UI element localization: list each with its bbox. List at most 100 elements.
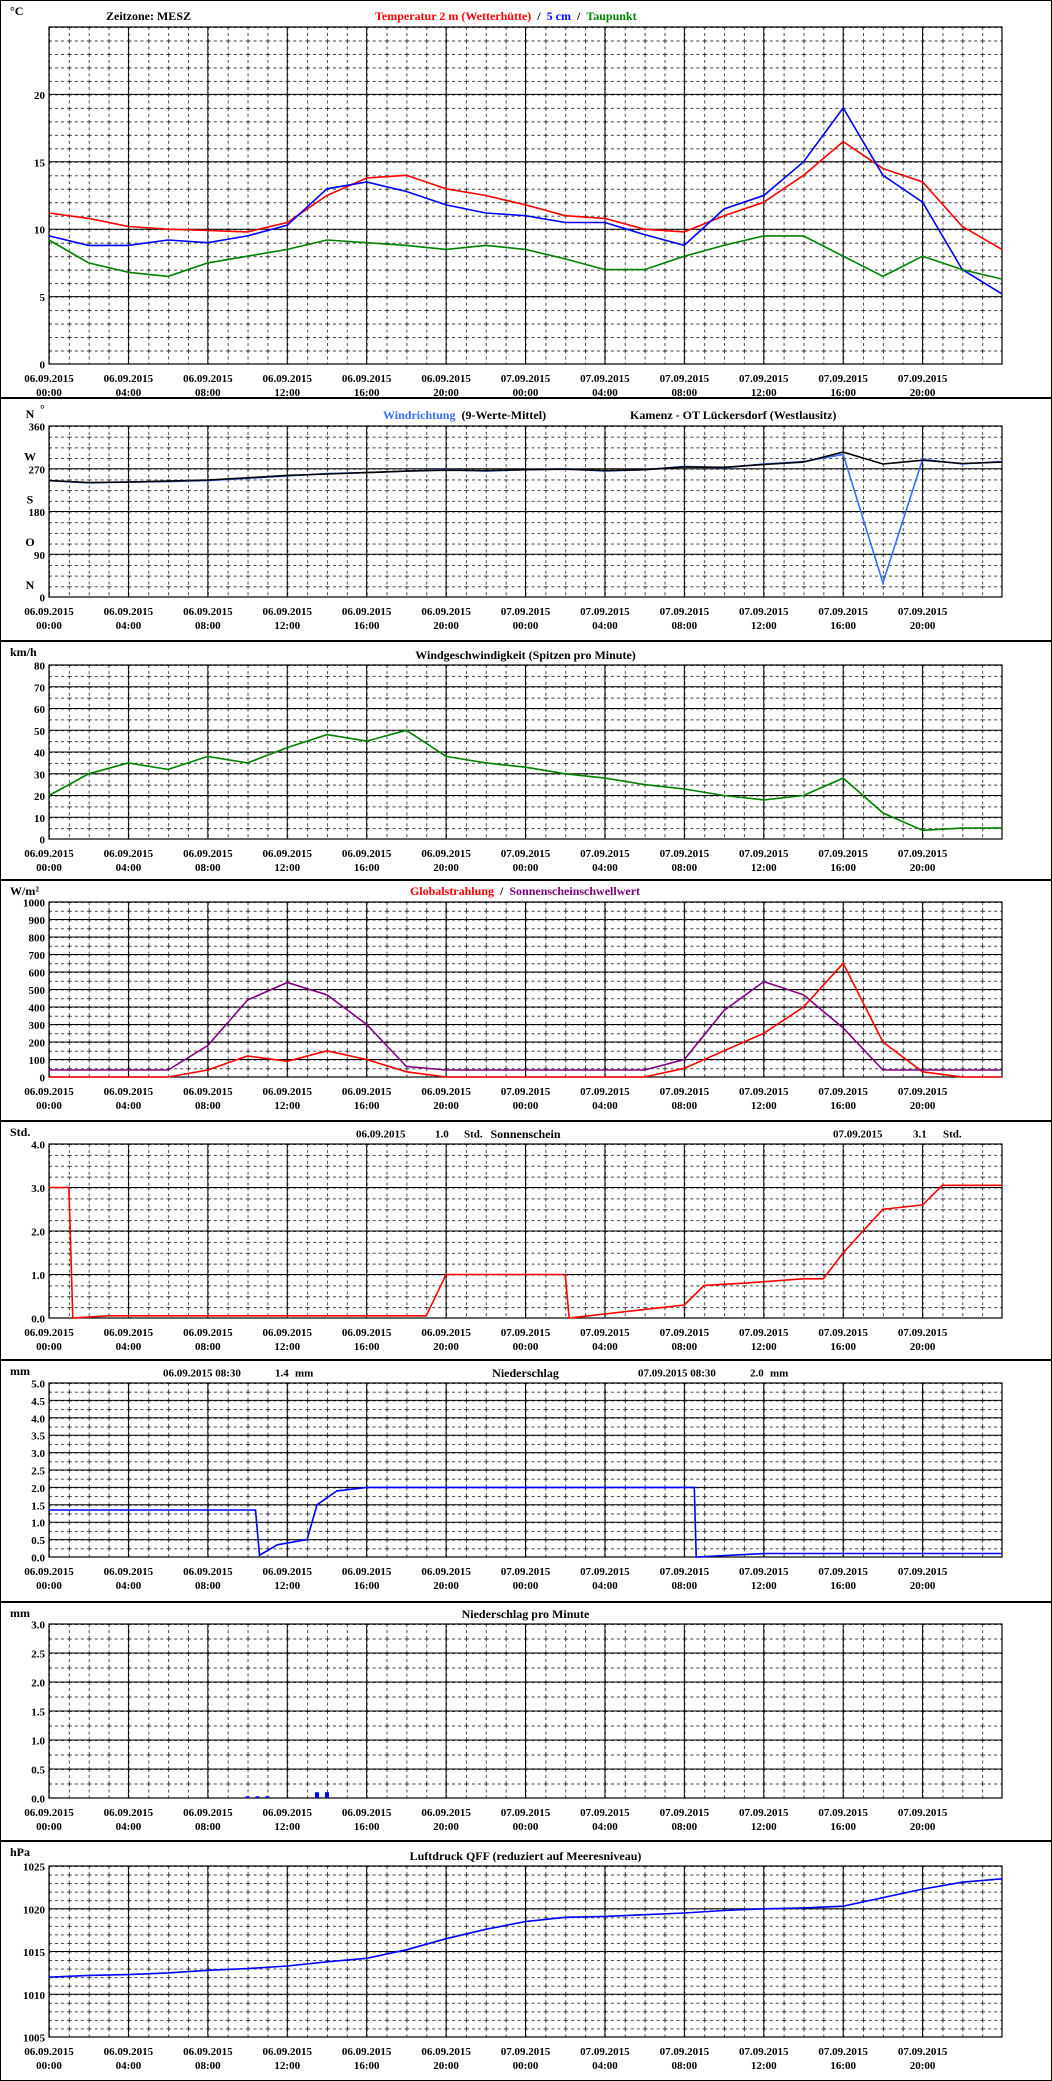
x-tick-part: 07.09.2015 bbox=[898, 2046, 948, 2058]
x-tick-part: 06.09.2015 bbox=[342, 606, 392, 618]
annotation-value: 1.4 bbox=[275, 1368, 289, 1380]
y-tick-label: 500 bbox=[29, 985, 46, 997]
x-tick-part: 06.09.2015 bbox=[263, 606, 313, 618]
x-tick-label: 06.09.2015 00:00 bbox=[24, 1086, 74, 1112]
y-tick-label: 1.0 bbox=[31, 1270, 45, 1282]
x-tick-part: 08:00 bbox=[671, 387, 697, 399]
x-tick-part: 06.09.2015 bbox=[183, 1807, 233, 1819]
x-tick-part: 07.09.2015 bbox=[818, 2046, 868, 2058]
y-tick-label: 2.0 bbox=[31, 1483, 45, 1495]
x-tick-part: 07.09.2015 bbox=[580, 2046, 630, 2058]
x-tick-part: 12:00 bbox=[274, 1341, 300, 1353]
x-tick-part: 06.09.2015 bbox=[421, 1566, 471, 1578]
x-tick-part: 20:00 bbox=[910, 1580, 936, 1592]
x-tick-label: 07.09.2015 00:00 bbox=[501, 848, 551, 874]
x-tick-part: 12:00 bbox=[274, 1100, 300, 1112]
x-tick-part: 04:00 bbox=[592, 2060, 618, 2072]
x-tick-part: 06.09.2015 bbox=[421, 606, 471, 618]
x-tick-part: 12:00 bbox=[274, 620, 300, 632]
y-tick-label: 4.0 bbox=[31, 1413, 45, 1425]
y-axis-label: km/h bbox=[10, 645, 37, 659]
x-tick-label: 07.09.2015 08:00 bbox=[660, 2046, 710, 2072]
y-tick-label: 1015 bbox=[23, 1947, 46, 1959]
annotation-date: 06.09.2015 08:30 bbox=[163, 1368, 241, 1380]
x-tick-label: 06.09.2015 04:00 bbox=[104, 2046, 154, 2072]
data-line bbox=[49, 961, 1002, 1078]
x-tick-part: 07.09.2015 bbox=[660, 848, 710, 860]
x-tick-part: 16:00 bbox=[354, 1580, 380, 1592]
y-axis-label: mm bbox=[10, 1606, 30, 1620]
x-tick-part: 06.09.2015 bbox=[342, 1086, 392, 1098]
x-tick-part: 08:00 bbox=[195, 862, 221, 874]
x-tick-part: 06.09.2015 bbox=[263, 1086, 313, 1098]
x-tick-part: 00:00 bbox=[513, 1100, 539, 1112]
x-tick-part: 07.09.2015 bbox=[501, 848, 551, 860]
x-tick-part: 12:00 bbox=[274, 1580, 300, 1592]
y-tick-label: 5 bbox=[40, 292, 46, 304]
x-tick-label: 07.09.2015 20:00 bbox=[898, 1566, 948, 1592]
x-tick-label: 06.09.2015 04:00 bbox=[104, 1086, 154, 1112]
y-tick-label: 1010 bbox=[23, 1990, 46, 2002]
compass-label: S bbox=[27, 492, 34, 506]
data-line bbox=[49, 1486, 1002, 1558]
x-tick-part: 07.09.2015 bbox=[739, 1566, 789, 1578]
x-tick-part: 06.09.2015 bbox=[183, 1566, 233, 1578]
x-tick-part: 16:00 bbox=[830, 1100, 856, 1112]
x-tick-part: 07.09.2015 bbox=[818, 1086, 868, 1098]
x-tick-part: 16:00 bbox=[354, 862, 380, 874]
x-tick-part: 07.09.2015 bbox=[660, 606, 710, 618]
x-tick-label: 07.09.2015 00:00 bbox=[501, 1327, 551, 1353]
x-tick-part: 16:00 bbox=[830, 1821, 856, 1833]
x-tick-part: 08:00 bbox=[195, 1100, 221, 1112]
x-tick-part: 06.09.2015 bbox=[263, 2046, 313, 2058]
x-tick-part: 00:00 bbox=[513, 1580, 539, 1592]
x-tick-part: 06.09.2015 bbox=[104, 848, 154, 860]
annotation-date: 07.09.2015 08:30 bbox=[638, 1368, 716, 1380]
x-tick-label: 07.09.2015 20:00 bbox=[898, 1086, 948, 1112]
bar bbox=[265, 1796, 270, 1798]
y-tick-label: 1.0 bbox=[31, 1518, 45, 1530]
x-tick-part: 00:00 bbox=[36, 1580, 62, 1592]
x-tick-label: 06.09.2015 08:00 bbox=[183, 1086, 233, 1112]
x-tick-label: 06.09.2015 20:00 bbox=[421, 2046, 471, 2072]
y-tick-label: 50 bbox=[34, 726, 46, 738]
x-tick-part: 06.09.2015 bbox=[24, 848, 74, 860]
x-tick-part: 07.09.2015 bbox=[898, 1807, 948, 1819]
y-tick-label: 1.5 bbox=[31, 1707, 45, 1719]
x-tick-part: 04:00 bbox=[116, 1100, 142, 1112]
x-tick-part: 16:00 bbox=[830, 1580, 856, 1592]
chart-title: Niederschlag bbox=[492, 1366, 559, 1380]
y-tick-label: 1020 bbox=[23, 1904, 46, 1916]
x-tick-label: 06.09.2015 16:00 bbox=[342, 373, 392, 399]
x-tick-part: 06.09.2015 bbox=[342, 1566, 392, 1578]
x-tick-part: 20:00 bbox=[433, 1100, 459, 1112]
y-tick-label: 3.0 bbox=[31, 1620, 45, 1632]
x-tick-part: 12:00 bbox=[274, 387, 300, 399]
x-tick-part: 06.09.2015 bbox=[183, 2046, 233, 2058]
y-tick-label: 270 bbox=[29, 464, 46, 476]
x-tick-label: 07.09.2015 16:00 bbox=[818, 606, 868, 632]
legend: Temperatur 2 m (Wetterhütte) / 5 cm / Taupun… bbox=[375, 9, 637, 23]
x-tick-label: 07.09.2015 12:00 bbox=[739, 1086, 789, 1112]
x-tick-label: 07.09.2015 16:00 bbox=[818, 1327, 868, 1353]
x-tick-part: 06.09.2015 bbox=[183, 373, 233, 385]
x-tick-label: 07.09.2015 16:00 bbox=[818, 373, 868, 399]
y-tick-label: 360 bbox=[29, 422, 46, 434]
x-tick-part: 04:00 bbox=[592, 1341, 618, 1353]
x-tick-part: 00:00 bbox=[513, 2060, 539, 2072]
x-tick-part: 06.09.2015 bbox=[24, 606, 74, 618]
annotation-value: 2.0 bbox=[750, 1368, 764, 1380]
x-tick-part: 20:00 bbox=[910, 1341, 936, 1353]
x-tick-part: 07.09.2015 bbox=[898, 1086, 948, 1098]
x-tick-part: 06.09.2015 bbox=[183, 1327, 233, 1339]
x-tick-part: 06.09.2015 bbox=[342, 373, 392, 385]
y-tick-label: 0.0 bbox=[31, 1314, 45, 1326]
x-tick-label: 06.09.2015 20:00 bbox=[421, 1327, 471, 1353]
x-tick-part: 06.09.2015 bbox=[342, 848, 392, 860]
x-tick-label: 07.09.2015 04:00 bbox=[580, 1807, 630, 1833]
x-tick-part: 06.09.2015 bbox=[24, 2046, 74, 2058]
x-tick-part: 07.09.2015 bbox=[501, 606, 551, 618]
x-tick-label: 07.09.2015 00:00 bbox=[501, 373, 551, 399]
x-tick-label: 07.09.2015 00:00 bbox=[501, 2046, 551, 2072]
y-tick-label: 30 bbox=[34, 769, 46, 781]
